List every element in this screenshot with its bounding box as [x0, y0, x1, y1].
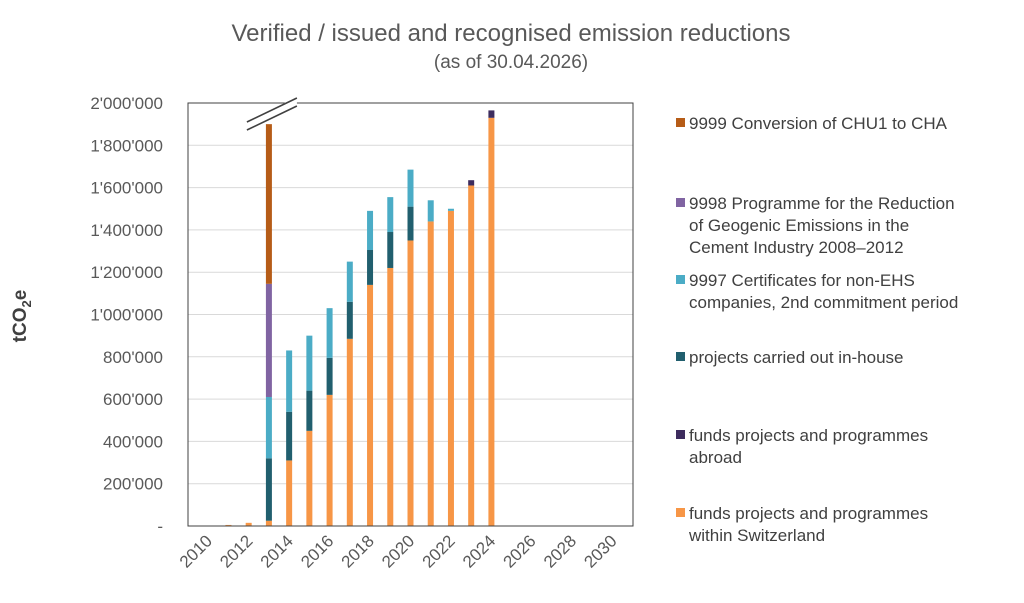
bar-segment	[265, 520, 272, 526]
x-tick-label: 2016	[297, 531, 337, 571]
bar-segment	[346, 261, 353, 302]
bar-segment	[326, 394, 333, 526]
y-tick-label: 1'400'000	[90, 221, 163, 240]
bar-segment	[286, 411, 293, 461]
bar-segment	[387, 232, 394, 268]
bars	[225, 110, 495, 527]
x-tick-label: 2026	[500, 531, 540, 571]
bar-segment	[265, 283, 272, 397]
legend-label: funds projects and programmes within Swit…	[688, 504, 928, 545]
axis-break-line	[246, 105, 298, 131]
y-tick-label: 2'000'000	[90, 94, 163, 113]
plot-frame	[187, 102, 634, 527]
y-tick-label: 1'200'000	[90, 263, 163, 282]
bar-segment	[367, 210, 374, 250]
bar-segment	[427, 200, 434, 222]
axes: - 200'000 400'000 600'000 800'000 1'000'000 1'…	[90, 94, 634, 572]
bar-segment	[367, 249, 374, 285]
x-tick-label: 2028	[540, 531, 580, 571]
bar-segment	[468, 185, 475, 527]
bar-segment	[265, 396, 272, 459]
axis-break-gap	[246, 97, 297, 131]
legend: 9999 Conversion of CHU1 to CHA 9998 Progr…	[676, 114, 958, 545]
bar-segment	[306, 430, 313, 526]
legend-label: funds projects and programmes abroad	[689, 426, 928, 467]
y-tick-label: 800'000	[103, 348, 163, 367]
y-tick-label: 200'000	[103, 475, 163, 494]
bar-segment	[326, 308, 333, 358]
x-tick-label: 2012	[216, 531, 256, 571]
bar-segment	[488, 117, 495, 527]
y-tick-label: 600'000	[103, 390, 163, 409]
y-tick-label: -	[157, 517, 163, 536]
x-tick-label: 2030	[580, 531, 620, 571]
bar-segment	[427, 221, 434, 526]
bar-segment	[367, 284, 374, 526]
bar-segment	[326, 357, 333, 395]
x-tick-label: 2014	[257, 531, 297, 571]
bar-segment	[225, 524, 232, 526]
bar-segment	[387, 197, 394, 233]
x-tick-label: 2020	[378, 531, 418, 571]
legend-label: 9998 Programme for the Reduction of Geoge…	[689, 194, 955, 257]
bar-segment	[488, 110, 495, 118]
legend-label: projects carried out in-house	[689, 348, 904, 367]
bar-segment	[346, 301, 353, 339]
x-tick-label: 2018	[338, 531, 378, 571]
bar-segment	[346, 338, 353, 526]
y-tick-label: 1'600'000	[90, 179, 163, 198]
bar-segment	[306, 335, 313, 391]
axis-break-marker	[246, 97, 298, 131]
y-axis-label: tCO2e	[10, 290, 34, 343]
axis-break-line	[246, 97, 298, 123]
legend-swatch	[676, 508, 685, 517]
legend-swatch	[676, 430, 685, 439]
x-tick-label: 2022	[419, 531, 459, 571]
bar-segment	[286, 350, 293, 412]
bar-segment	[306, 390, 313, 431]
legend-swatch	[676, 118, 685, 127]
legend-label: 9997 Certificates for non-EHS companies, …	[689, 271, 958, 312]
bar-segment	[407, 206, 414, 241]
bar-segment	[407, 240, 414, 526]
chart-title: Verified / issued and recognised emissio…	[232, 20, 791, 47]
bar-segment	[286, 460, 293, 526]
bar-segment	[407, 169, 414, 207]
bar-segment	[265, 124, 272, 284]
bar-segment	[447, 208, 454, 211]
bar-segment	[387, 267, 394, 526]
legend-label: 9999 Conversion of CHU1 to CHA	[689, 114, 948, 133]
x-tick-label: 2010	[176, 531, 216, 571]
chart-subtitle: (as of 30.04.2026)	[434, 52, 588, 73]
x-tick-label: 2024	[459, 531, 499, 571]
bar-segment	[245, 522, 252, 526]
y-tick-label: 1'000'000	[90, 306, 163, 325]
y-tick-label: 1'800'000	[90, 136, 163, 155]
legend-swatch	[676, 198, 685, 207]
bar-segment	[265, 458, 272, 521]
legend-swatch	[676, 352, 685, 361]
y-tick-label: 400'000	[103, 432, 163, 451]
legend-swatch	[676, 275, 685, 284]
bar-segment	[447, 210, 454, 527]
bar-segment	[468, 180, 475, 186]
